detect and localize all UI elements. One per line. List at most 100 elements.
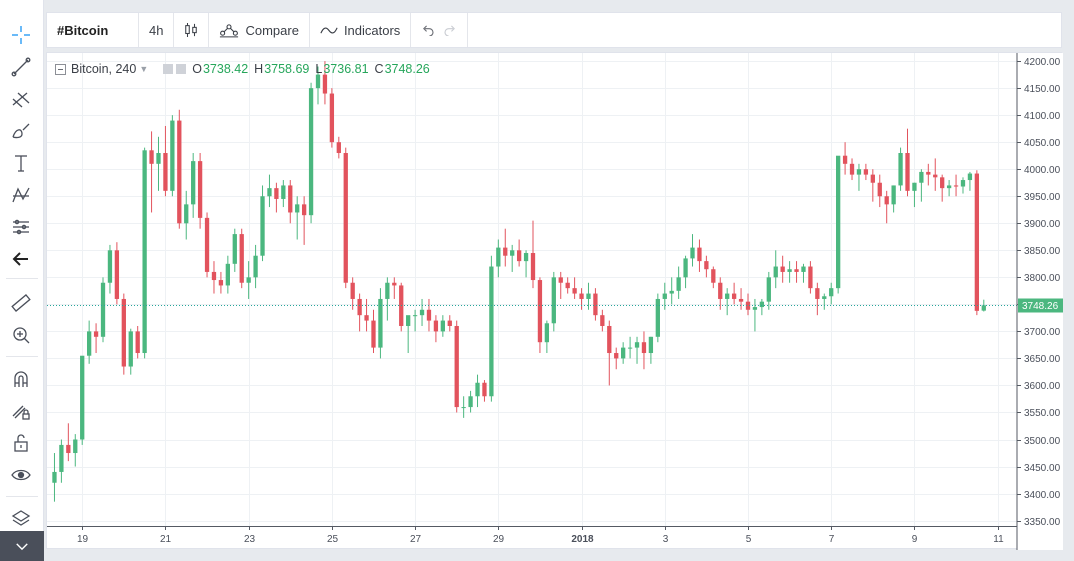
collapse-legend-icon[interactable] [55, 63, 66, 75]
candle-body [274, 188, 279, 199]
settings-icon[interactable] [163, 64, 174, 74]
pattern-icon[interactable] [6, 182, 36, 208]
candle-body [926, 171, 931, 175]
lock-drawing-icon[interactable] [6, 398, 36, 424]
candle-body [787, 269, 792, 272]
candle-body [86, 331, 92, 356]
candle-body [516, 250, 522, 262]
candle-body [836, 155, 841, 289]
candle-body [371, 320, 376, 348]
candle-body [350, 282, 355, 299]
time-tick-label: 2018 [571, 534, 594, 545]
brush-icon[interactable] [6, 118, 36, 144]
time-tick-label: 21 [160, 534, 172, 545]
price-axis[interactable]: 4200.00 4150.00 4100.00 4050.00 4000.00 3950.… [1016, 53, 1063, 550]
candle-body [607, 325, 612, 354]
candle-body [704, 261, 709, 270]
candle-body [572, 288, 577, 294]
candle-body [655, 298, 660, 337]
back-arrow-icon[interactable] [6, 246, 36, 272]
high-key: H [254, 62, 264, 76]
undo-icon[interactable] [421, 25, 434, 36]
candle-body [634, 342, 640, 348]
chart-style-button[interactable] [174, 13, 210, 47]
candle-body [204, 217, 210, 272]
crosshair-icon[interactable] [6, 22, 36, 48]
price-tick-label: 3450.00 [1024, 463, 1061, 474]
candle-body [621, 347, 626, 359]
candle-body [503, 247, 508, 256]
text-icon[interactable] [6, 150, 36, 176]
candle-body [308, 88, 314, 216]
time-tick-label: 29 [493, 534, 505, 545]
close-value: 3748.26 [384, 62, 430, 76]
low-value: 3736.81 [323, 62, 369, 76]
candle-body [225, 263, 230, 286]
magnet-icon[interactable] [6, 366, 36, 392]
compare-button[interactable]: Compare [209, 13, 310, 47]
candle-body [558, 277, 563, 283]
hide-series-icon[interactable] [176, 64, 187, 74]
price-chart[interactable]: 4200.00 4150.00 4100.00 4050.00 4000.00 3950.… [47, 53, 1063, 550]
interval-button[interactable]: 4h [139, 13, 175, 47]
trend-line-icon[interactable] [6, 54, 36, 80]
candle-body [842, 155, 848, 164]
candle-body [981, 305, 986, 311]
candle-body [191, 161, 196, 205]
indicators-button[interactable]: Indicators [310, 13, 412, 47]
candle-body [731, 293, 737, 299]
candle-body [440, 320, 445, 332]
legend-title[interactable]: Bitcoin, 240 [71, 62, 137, 76]
layers-icon[interactable] [6, 506, 36, 532]
time-tick-label: 19 [77, 534, 89, 545]
time-tick-label: 27 [410, 534, 422, 545]
candle-body [329, 93, 335, 143]
time-axis[interactable]: 19 21 23 25 27 29 2018 3 5 7 9 11 [47, 526, 1017, 545]
unlock-icon[interactable] [6, 430, 36, 456]
compare-icon [220, 23, 239, 37]
chevron-down-icon [16, 542, 28, 550]
symbol-search-field[interactable]: #Bitcoin [47, 13, 139, 47]
open-key: O [192, 62, 202, 76]
candle-body [121, 298, 126, 367]
candle-body [336, 142, 341, 154]
price-tick-label: 3900.00 [1024, 219, 1061, 230]
candle-body [711, 269, 716, 283]
candle-body [482, 382, 487, 397]
zoom-in-icon[interactable] [6, 322, 36, 348]
eye-icon[interactable] [6, 462, 36, 488]
price-tick-label: 4050.00 [1024, 138, 1061, 149]
candle-body [128, 331, 133, 367]
measure-icon[interactable] [6, 214, 36, 240]
caret-down-icon[interactable]: ▼ [139, 64, 149, 74]
candle-body [454, 325, 459, 408]
fib-tool-icon[interactable] [6, 86, 36, 112]
price-tick-label: 4100.00 [1024, 111, 1061, 122]
time-tick-label: 11 [993, 534, 1004, 545]
price-tick-label: 4150.00 [1024, 84, 1061, 95]
price-tick-label: 3950.00 [1024, 192, 1061, 203]
price-tick-label: 3350.00 [1024, 517, 1061, 528]
compare-label: Compare [245, 22, 299, 38]
candle-body [156, 153, 161, 164]
redo-icon[interactable] [444, 25, 457, 36]
candle-body [738, 298, 744, 302]
candle-body [343, 153, 348, 283]
candle-body [530, 253, 536, 281]
candle-body [80, 355, 85, 440]
candle-body [815, 288, 820, 299]
candle-body [59, 444, 64, 472]
candle-body [510, 250, 515, 256]
candle-body [52, 471, 57, 483]
candle-body [940, 177, 945, 189]
history-group [411, 13, 469, 47]
time-tick-label: 9 [912, 534, 918, 545]
candle-body [891, 185, 896, 205]
collapse-toolbar-button[interactable] [0, 531, 44, 561]
ruler-icon[interactable] [6, 290, 36, 316]
candle-body [579, 293, 584, 299]
price-tick-label: 4000.00 [1024, 165, 1061, 176]
chart-panel[interactable]: 4200.00 4150.00 4100.00 4050.00 4000.00 3950.… [46, 52, 1063, 550]
high-value: 3758.69 [264, 62, 310, 76]
candle-body [267, 188, 272, 197]
